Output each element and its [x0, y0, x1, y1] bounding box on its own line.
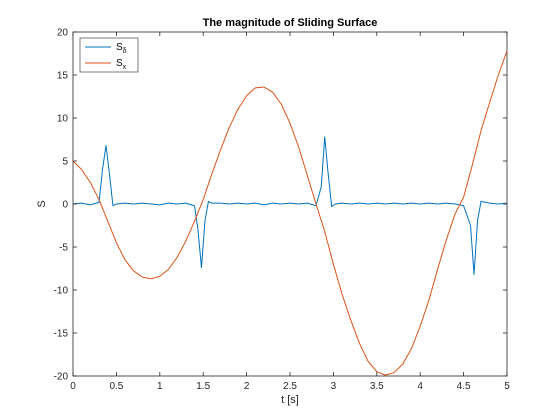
y-axis-label: S	[36, 200, 48, 207]
x-tick-label: 1.5	[196, 381, 210, 392]
y-tick-label: -15	[54, 329, 69, 340]
legend: Sδ Sx	[79, 37, 139, 73]
x-tick-label: 1	[157, 381, 163, 392]
y-tick-label: -10	[54, 286, 69, 297]
legend-label-s-x: S	[116, 58, 123, 69]
y-tick-label: 15	[57, 71, 69, 82]
legend-subscript-delta: δ	[123, 48, 127, 55]
x-tick-label: 5	[504, 381, 510, 392]
y-tick-label: -20	[54, 372, 69, 383]
plot-area: 0 0.5 1 1.5 2 2.5 3 3.5 4 4.5 5 -20 -15 -10 -5 0 5 10 15 20	[54, 28, 511, 393]
y-tick-label: 20	[57, 28, 69, 39]
y-tick-label: 5	[62, 157, 68, 168]
x-tick-label: 4.5	[457, 381, 471, 392]
x-tick-label: 0	[70, 381, 76, 392]
y-tick-label: -5	[59, 243, 68, 254]
series-layer	[72, 50, 508, 376]
legend-box	[79, 37, 139, 73]
y-tick-label: 0	[62, 200, 68, 211]
x-tick-label: 2	[244, 381, 250, 392]
tick-layer: 0 0.5 1 1.5 2 2.5 3 3.5 4 4.5 5 -20 -15 -10 -5 0 5 10 15 20	[54, 28, 511, 393]
x-tick-label: 4	[417, 381, 423, 392]
y-tick-label: 10	[57, 114, 69, 125]
x-tick-label: 3	[331, 381, 337, 392]
legend-label-s-delta: S	[116, 42, 123, 53]
chart-title: The magnitude of Sliding Surface	[203, 17, 378, 29]
legend-entry-s-x: Sx	[116, 58, 127, 71]
x-tick-label: 0.5	[109, 381, 123, 392]
x-axis-label: t [s]	[281, 394, 299, 406]
x-tick-label: 3.5	[370, 381, 384, 392]
series-line-s-delta	[72, 136, 508, 276]
legend-subscript-x: x	[123, 64, 127, 71]
x-tick-label: 2.5	[283, 381, 297, 392]
series-line-s-x	[72, 50, 508, 376]
legend-entry-s-delta: Sδ	[116, 42, 127, 55]
